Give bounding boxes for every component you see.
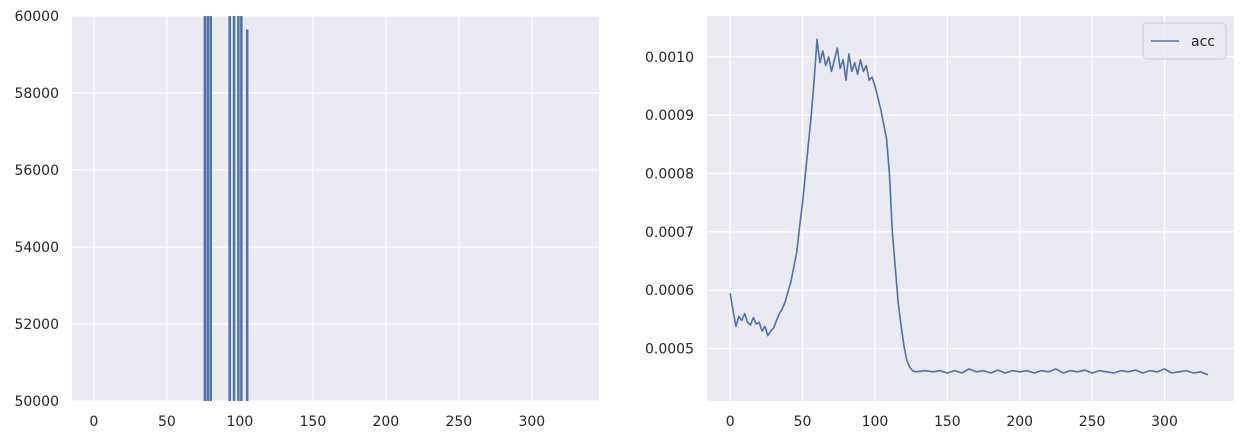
y-tick-label: 58000 xyxy=(14,86,59,102)
x-tick-label: 250 xyxy=(1079,414,1106,430)
plot-marks xyxy=(203,16,249,401)
x-tick-label: 250 xyxy=(445,414,472,430)
bar xyxy=(232,16,236,401)
legend-label: acc xyxy=(1191,34,1215,50)
bar xyxy=(209,16,212,401)
right-line-chart: 0 50 100 150 200 250 300 0.0005 0.0006 0.0007 0.00… xyxy=(645,16,1234,430)
x-tick-label: 300 xyxy=(518,414,545,430)
left-bar-chart: 0 50 100 150 200 250 300 50000 52000 54000 56000 58… xyxy=(14,9,599,430)
y-tick-label: 56000 xyxy=(14,163,59,179)
x-tick-label: 100 xyxy=(227,414,254,430)
y-tick-label: 0.0008 xyxy=(645,167,694,183)
y-tick-label: 0.0009 xyxy=(645,108,694,124)
grid-lines xyxy=(707,16,1234,401)
x-tick-label: 200 xyxy=(1006,414,1033,430)
y-tick-label: 0.0005 xyxy=(645,342,694,358)
bar xyxy=(240,16,243,401)
bar xyxy=(245,29,249,401)
plot-background xyxy=(707,16,1234,401)
x-tick-label: 200 xyxy=(372,414,399,430)
y-tick-label: 0.0006 xyxy=(645,283,694,299)
bar xyxy=(203,16,207,401)
x-tick-label: 150 xyxy=(934,414,961,430)
bar xyxy=(228,16,231,401)
x-tick-label: 50 xyxy=(158,414,176,430)
plot-marks xyxy=(729,38,1209,376)
x-tick-label: 0 xyxy=(89,414,98,430)
x-tick-label: 100 xyxy=(862,414,889,430)
y-tick-label: 52000 xyxy=(14,317,59,333)
y-tick-label: 60000 xyxy=(14,9,59,25)
x-tick-label: 50 xyxy=(794,414,812,430)
x-tick-label: 300 xyxy=(1151,414,1178,430)
y-tick-label: 0.0007 xyxy=(645,225,694,241)
y-tick-label: 54000 xyxy=(14,240,59,256)
y-tick-label: 0.0010 xyxy=(645,50,694,66)
grid-lines xyxy=(72,15,599,402)
bar xyxy=(206,16,210,401)
series-line-acc xyxy=(729,38,1209,376)
legend: acc xyxy=(1142,22,1227,60)
x-tick-label: 0 xyxy=(726,414,735,430)
plot-background xyxy=(72,16,599,401)
y-tick-label: 50000 xyxy=(14,394,59,410)
legend-box xyxy=(1142,22,1227,60)
x-tick-label: 150 xyxy=(300,414,327,430)
bar xyxy=(237,16,240,401)
